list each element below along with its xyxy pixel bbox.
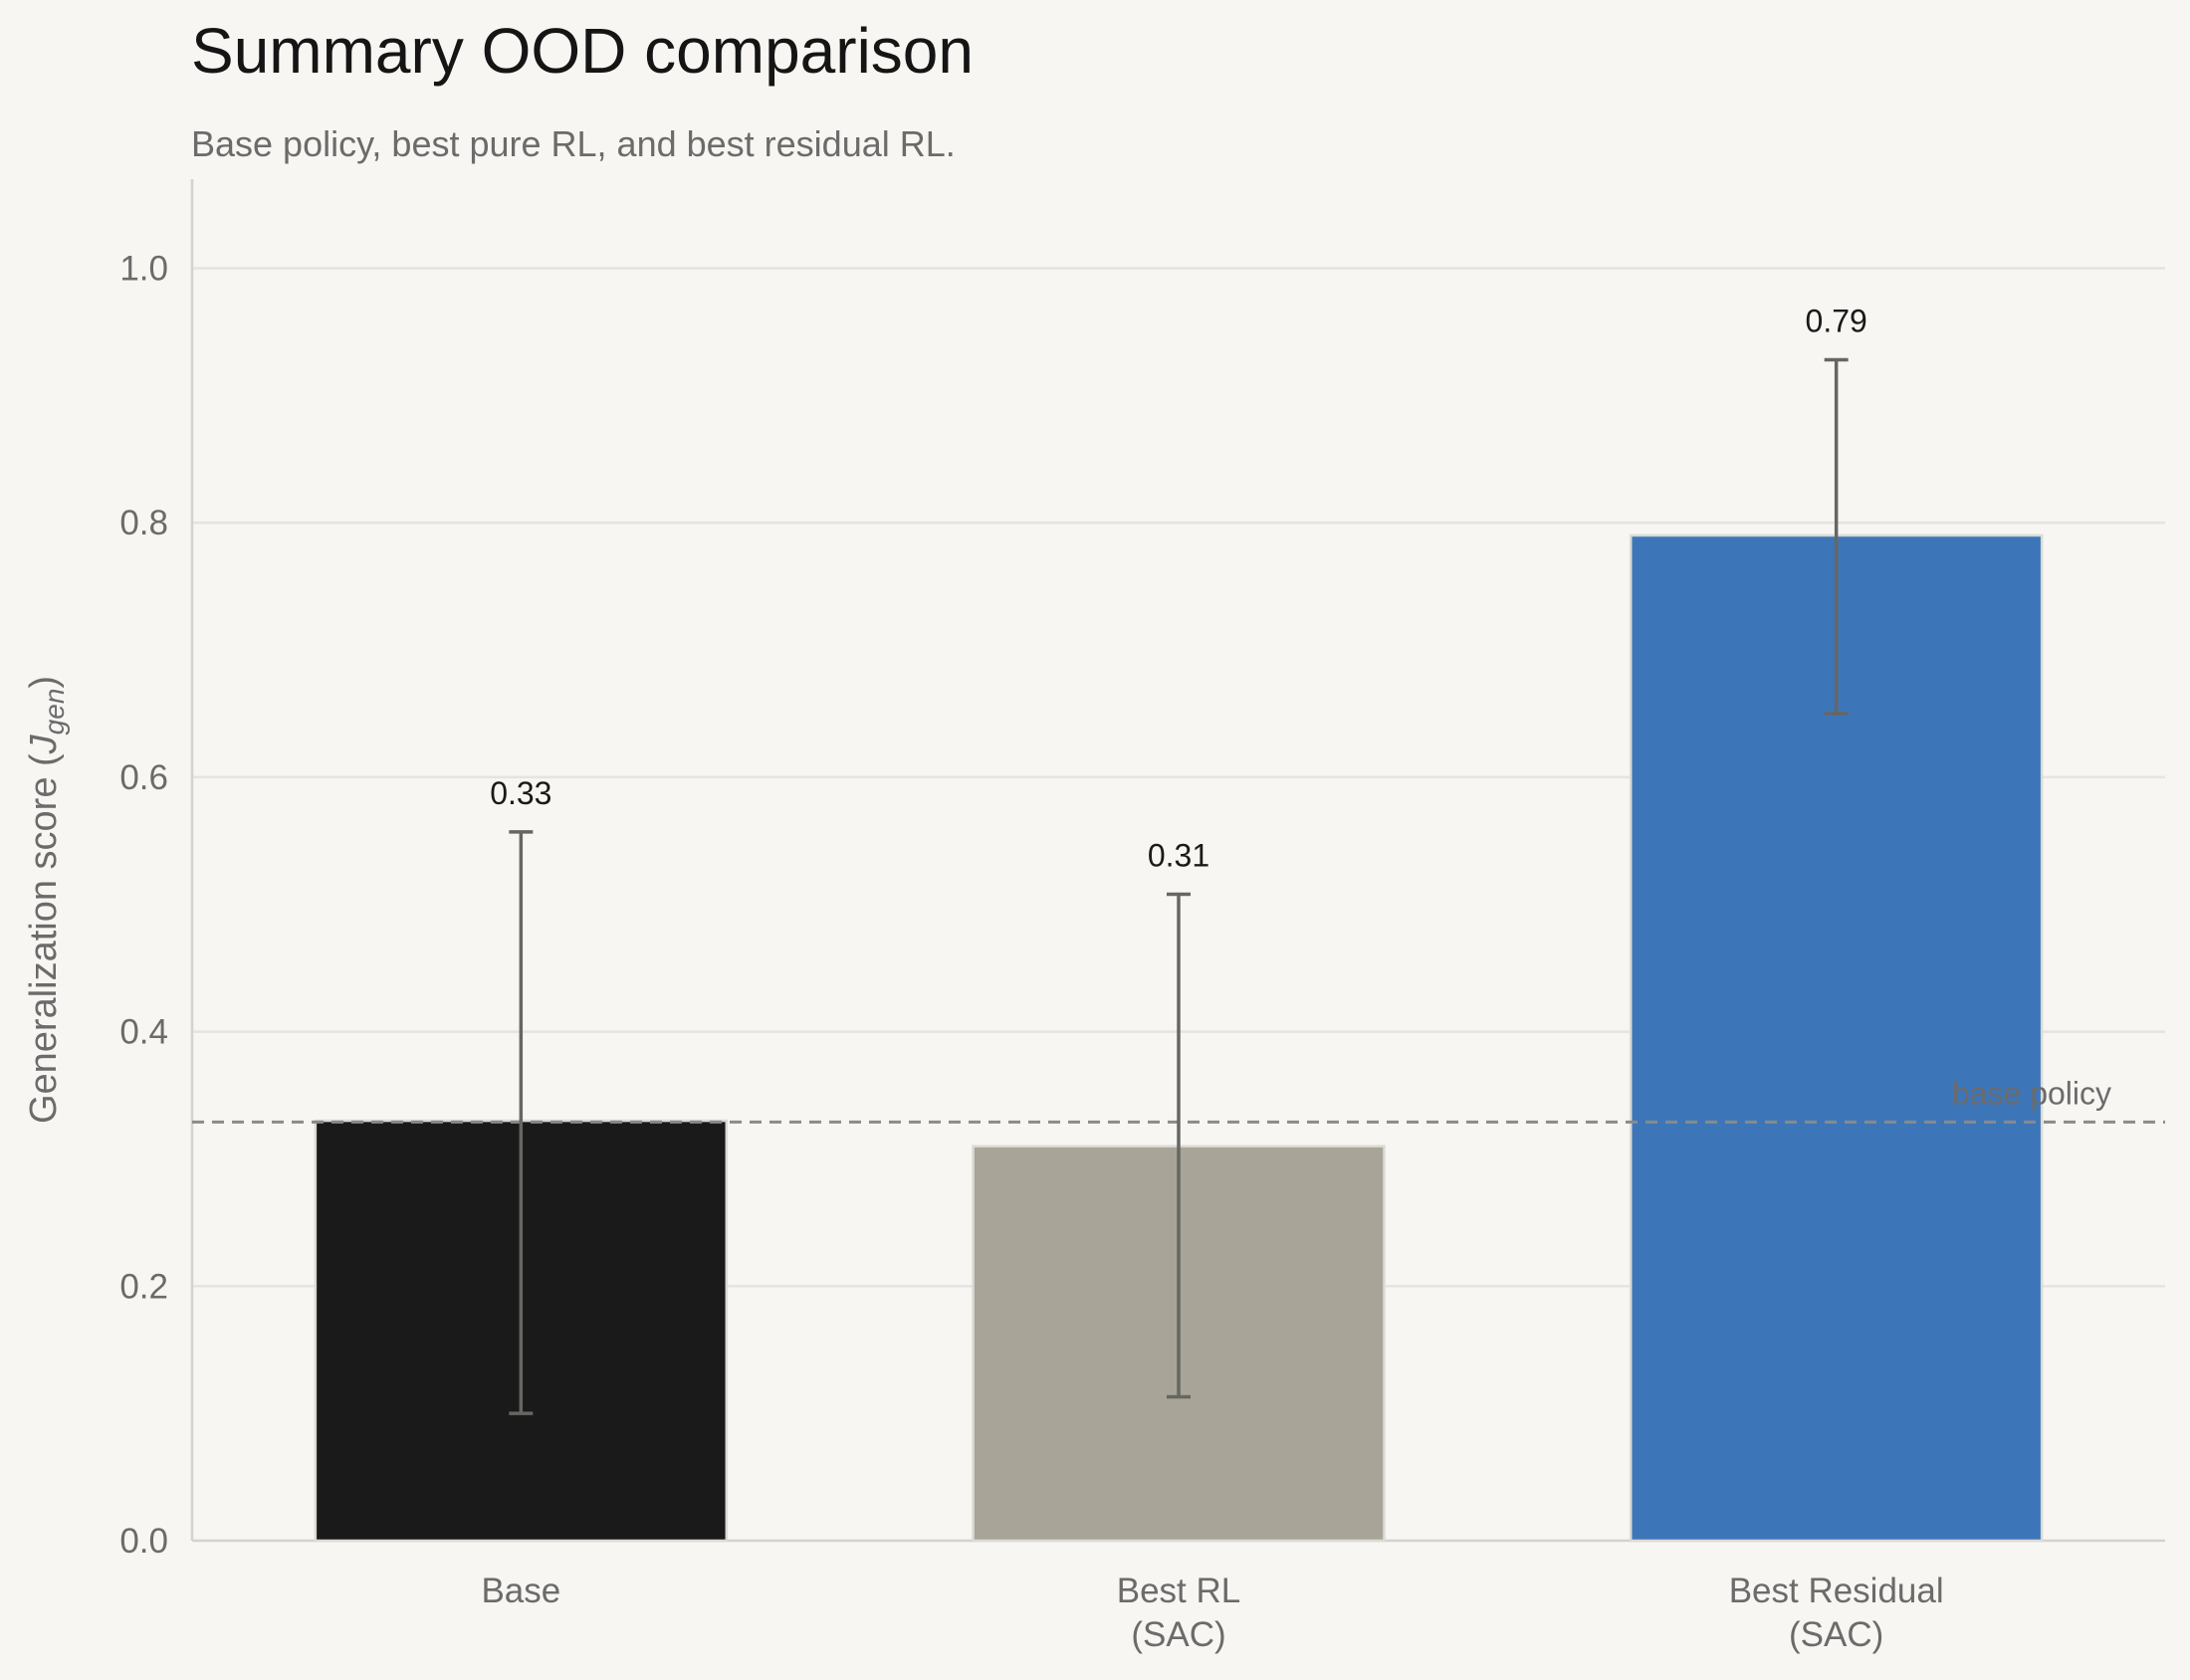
data-label: 0.79 (1806, 304, 1867, 339)
y-axis-label: Generalization score (Jgen) (23, 676, 70, 1124)
x-tick-label: Best RL (1117, 1572, 1241, 1610)
y-tick-label: 0.4 (119, 1013, 168, 1052)
data-label: 0.33 (490, 775, 551, 811)
x-tick-label: Base (481, 1572, 560, 1610)
chart-title: Summary OOD comparison (191, 15, 974, 87)
reference-line-label: base policy (1952, 1075, 2111, 1111)
data-label: 0.31 (1148, 838, 1209, 874)
x-tick-label: (SAC) (1789, 1615, 1883, 1654)
y-tick-label: 1.0 (119, 249, 168, 288)
y-tick-label: 0.8 (119, 504, 168, 542)
x-tick-label: Best Residual (1729, 1572, 1944, 1610)
chart-subtitle: Base policy, best pure RL, and best resi… (191, 123, 956, 164)
y-tick-label: 0.6 (119, 758, 168, 797)
y-tick-label: 0.2 (119, 1267, 168, 1306)
y-tick-label: 0.0 (119, 1522, 168, 1561)
x-tick-label: (SAC) (1131, 1615, 1225, 1654)
